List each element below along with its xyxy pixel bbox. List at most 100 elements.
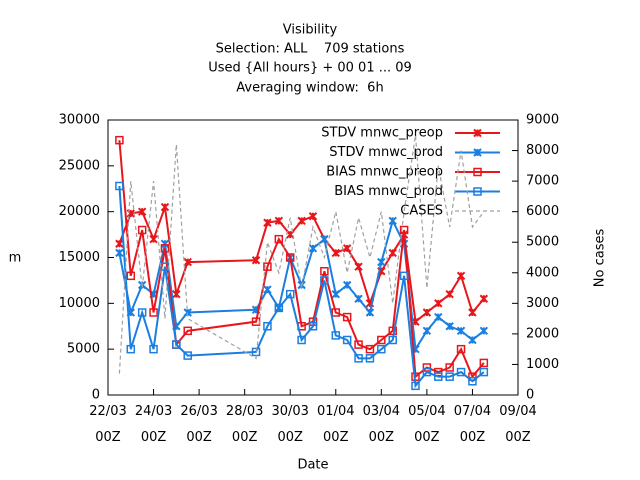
legend-label: STDV mnwc_prod — [329, 145, 443, 160]
chart-subtitle: Selection: ALL 709 stations — [216, 42, 405, 57]
y-tick-label: 30000 — [59, 113, 100, 128]
point-marker — [263, 262, 272, 271]
point-marker — [468, 335, 477, 345]
point-marker — [365, 344, 375, 354]
series-line — [118, 206, 485, 324]
point-marker — [274, 216, 284, 226]
point-marker — [160, 202, 170, 212]
point-marker — [479, 294, 489, 303]
point-marker — [388, 248, 397, 258]
point-marker — [342, 312, 352, 322]
point-marker — [297, 335, 306, 345]
point-marker — [422, 363, 432, 372]
point-marker — [274, 234, 284, 244]
series-line — [118, 185, 485, 389]
y2-tick-label: 6000 — [526, 204, 559, 219]
point-marker — [160, 239, 170, 248]
point-marker — [354, 294, 363, 303]
y-tick-label: 20000 — [59, 204, 100, 219]
point-marker — [342, 335, 352, 345]
series-line — [118, 135, 485, 374]
point-marker — [342, 244, 352, 253]
point-marker — [137, 207, 147, 216]
point-marker — [286, 230, 295, 239]
point-marker — [434, 299, 443, 308]
point-marker — [285, 253, 295, 262]
y2-tick-label: 2000 — [526, 326, 559, 341]
point-marker — [377, 335, 386, 345]
point-marker — [434, 312, 443, 322]
y2-tick-label: 8000 — [526, 143, 559, 158]
point-marker — [137, 308, 147, 317]
point-marker — [172, 289, 181, 299]
x-tick-label: 28/03 00Z — [225, 404, 264, 445]
y2-tick-label: 3000 — [526, 296, 559, 311]
point-marker — [149, 234, 158, 244]
legend-marker — [473, 128, 482, 138]
point-marker — [149, 308, 158, 317]
y2-tick-label: 9000 — [526, 113, 559, 128]
chart-subtitle: Used {All hours} + 00 01 ... 09 — [208, 61, 412, 76]
point-marker — [285, 289, 295, 299]
x-tick-label: 09/04 00Z — [499, 404, 537, 445]
x-axis-label: Date — [297, 458, 328, 473]
point-marker — [320, 267, 329, 276]
point-marker — [434, 372, 443, 381]
point-marker — [411, 381, 420, 391]
point-marker — [115, 239, 124, 248]
point-marker — [354, 354, 363, 363]
point-marker — [274, 303, 284, 313]
legend-marker — [473, 148, 482, 157]
point-marker — [456, 326, 466, 336]
point-marker — [445, 363, 454, 372]
y2-tick-label: 7000 — [526, 174, 559, 189]
x-tick-label: 01/04 00Z — [317, 404, 355, 445]
y-tick-label: 10000 — [59, 296, 100, 311]
point-marker — [320, 276, 329, 285]
point-marker — [126, 271, 136, 281]
y2-tick-label: 1000 — [526, 357, 559, 372]
y-axis-label: m — [9, 251, 22, 266]
point-marker — [365, 354, 375, 363]
point-marker — [320, 234, 329, 244]
series-line — [118, 140, 485, 379]
plot-frame — [107, 119, 519, 396]
series-line — [118, 218, 485, 353]
point-marker — [137, 225, 147, 235]
point-marker — [342, 280, 352, 290]
point-marker — [456, 271, 466, 281]
point-marker — [445, 289, 454, 299]
y-tick-label: 25000 — [59, 158, 100, 173]
point-marker — [422, 308, 432, 317]
point-marker — [456, 344, 466, 354]
point-marker — [126, 344, 136, 354]
point-marker — [160, 244, 170, 253]
point-marker — [149, 344, 158, 354]
point-marker — [445, 372, 454, 381]
x-tick-label: 24/03 00Z — [134, 404, 173, 445]
legend-label: BIAS mnwc_preop — [326, 165, 443, 180]
legend-label: STDV mnwc_preop — [321, 126, 443, 141]
y2-tick-label: 5000 — [526, 235, 559, 250]
point-marker — [388, 216, 397, 226]
point-marker — [468, 377, 477, 386]
point-marker — [308, 212, 318, 221]
point-marker — [331, 331, 341, 340]
point-marker — [445, 322, 454, 331]
point-marker — [365, 308, 375, 317]
legend-marker — [473, 187, 482, 196]
y-tick-label: 15000 — [59, 250, 100, 265]
y-tick-label: 0 — [92, 388, 100, 403]
point-marker — [354, 262, 363, 271]
legend-label: BIAS mnwc_prod — [334, 184, 443, 199]
point-marker — [479, 326, 489, 336]
point-marker — [434, 367, 443, 377]
y2-tick-label: 0 — [526, 388, 534, 403]
point-marker — [297, 216, 306, 226]
point-marker — [399, 225, 409, 235]
point-marker — [115, 181, 124, 191]
point-marker — [308, 322, 318, 331]
point-marker — [468, 308, 477, 317]
